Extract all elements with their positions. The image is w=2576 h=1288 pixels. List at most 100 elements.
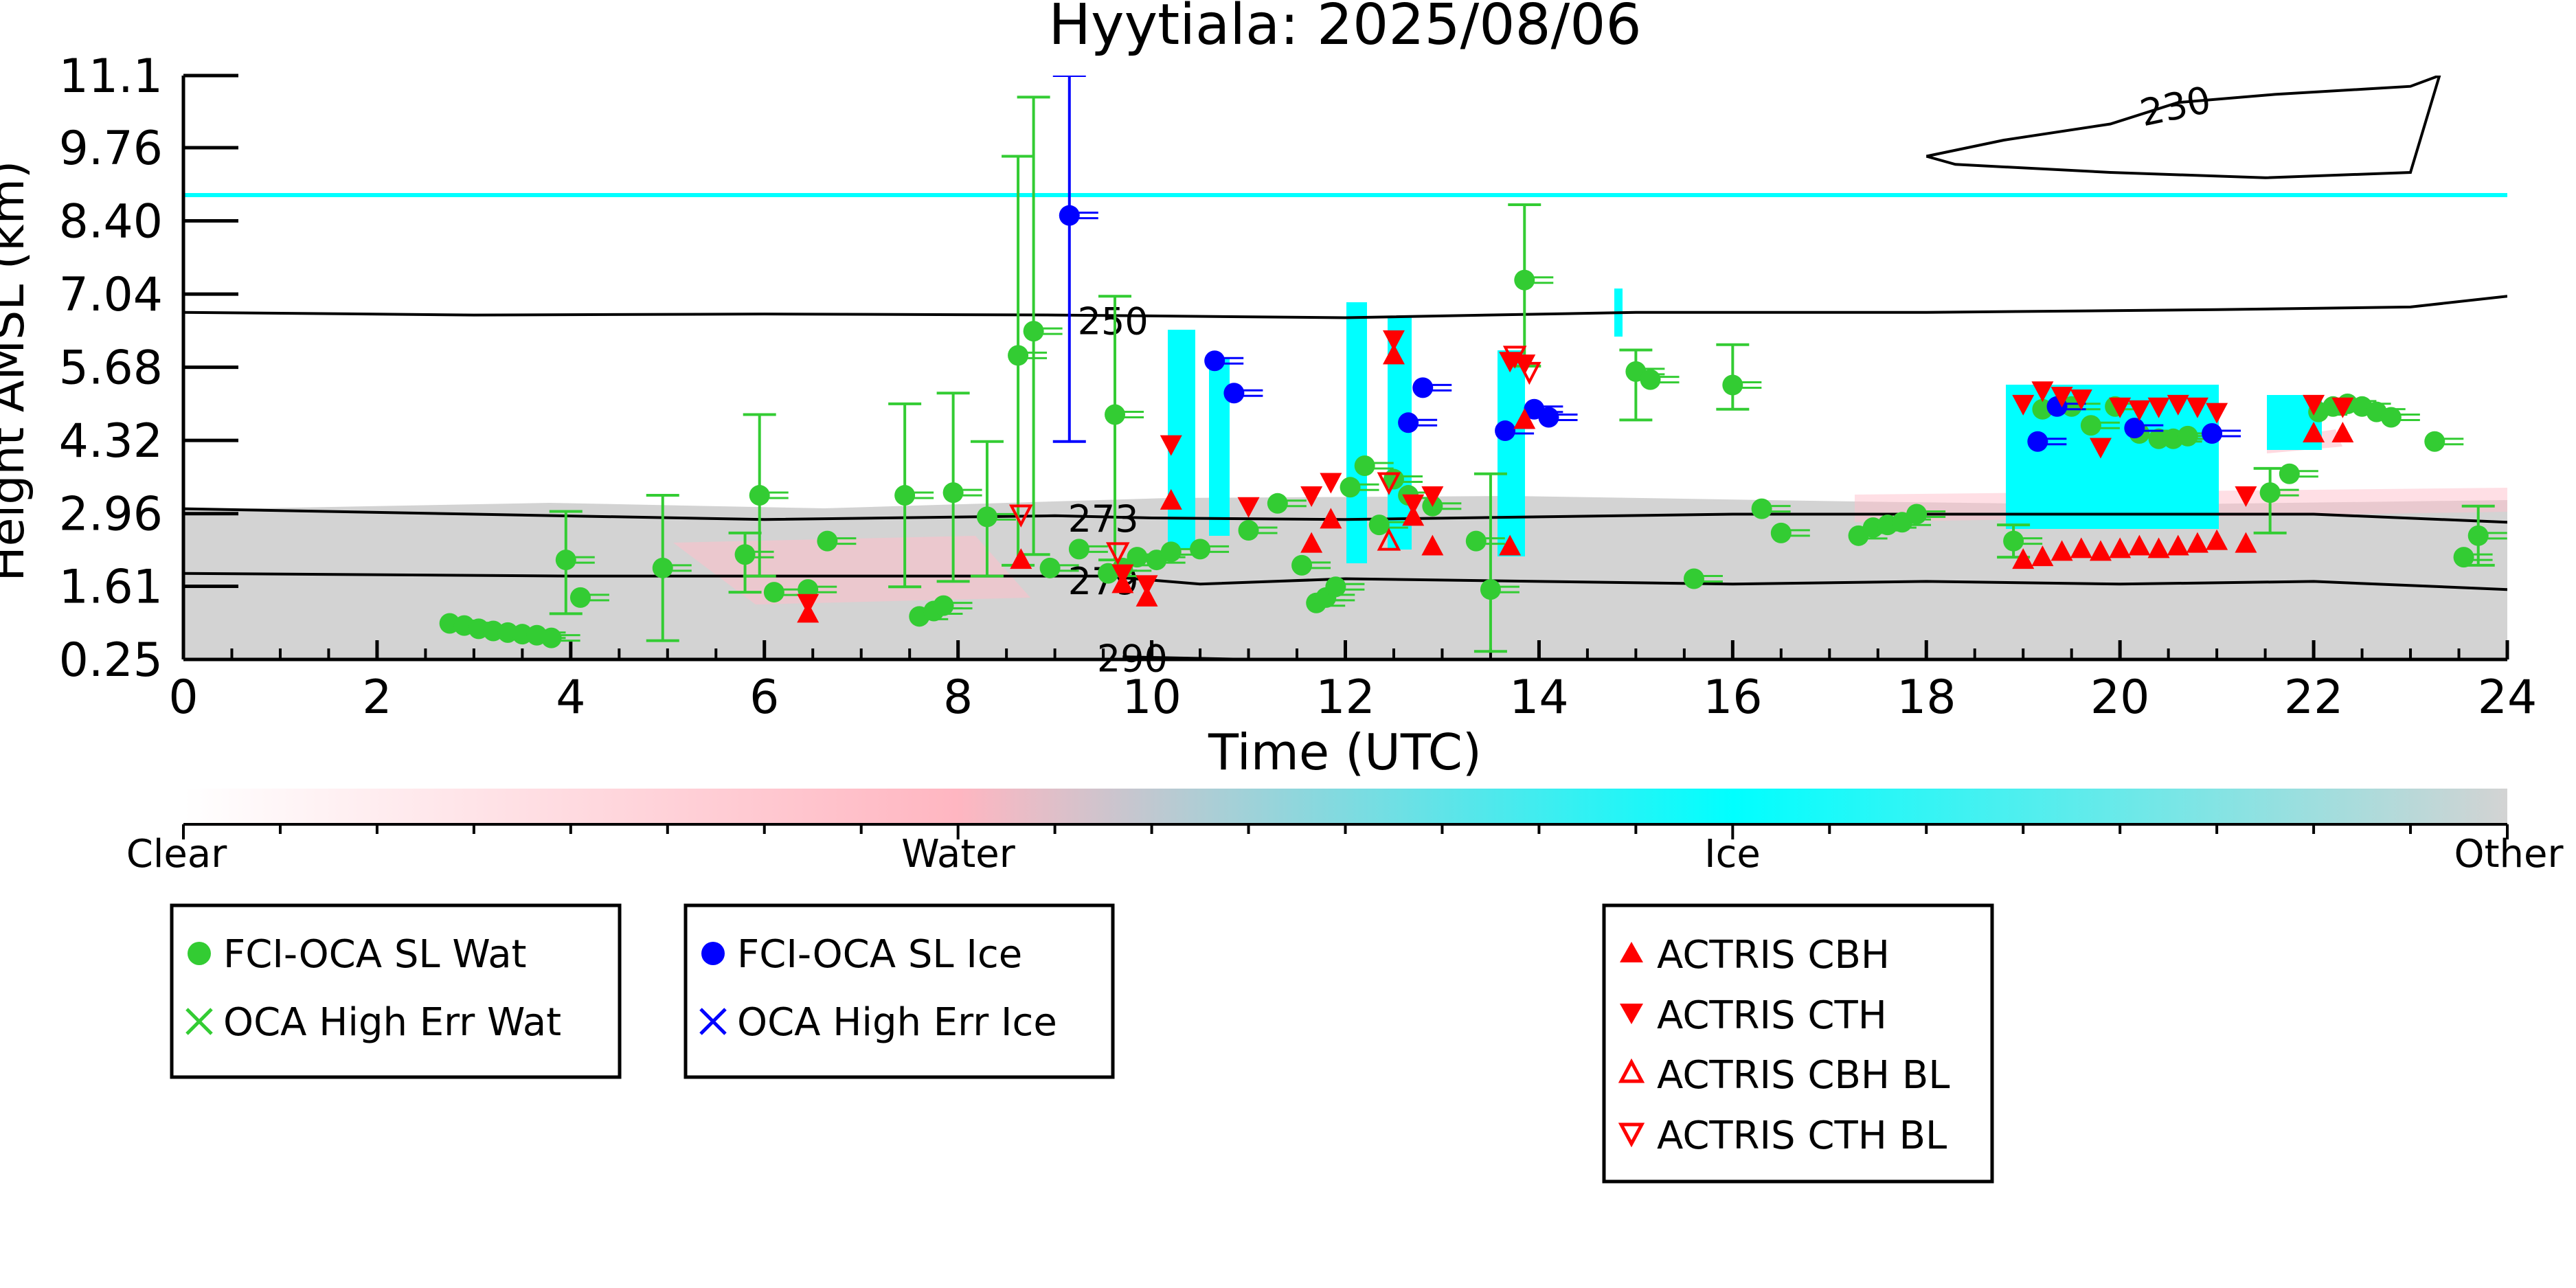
- x-tick-label: 24: [2478, 670, 2538, 725]
- x-tick-label: 4: [556, 670, 585, 725]
- colorbar: Clear Water Ice Other: [126, 789, 2564, 877]
- y-tick-label: 11.1: [59, 49, 163, 104]
- contour-label-250: 250: [1078, 300, 1149, 343]
- legend-label-fci-wat: FCI-OCA SL Wat: [223, 932, 527, 977]
- legend-water-box: [170, 903, 622, 1079]
- marker-actris-cth: [797, 594, 820, 615]
- marker-actris-cth: [2070, 389, 2092, 411]
- marker-fci-oca-sl-wat: [2003, 530, 2024, 552]
- legend-label-cbh-bl: ACTRIS CBH BL: [1657, 1053, 1950, 1098]
- legend-label-cth-bl: ACTRIS CTH BL: [1657, 1114, 1947, 1158]
- marker-fci-oca-sl-wat: [541, 627, 562, 648]
- colorbar-label-clear: Clear: [126, 832, 227, 877]
- marker-fci-oca-sl-wat: [1514, 269, 1535, 291]
- x-tick-label: 18: [1897, 670, 1956, 725]
- water-patch-1: [673, 536, 1030, 605]
- x-tick-label: 16: [1703, 670, 1763, 725]
- marker-fci-oca-sl-ice: [1412, 377, 1434, 398]
- marker-fci-oca-sl-wat: [749, 485, 770, 506]
- marker-actris-cth: [1382, 330, 1405, 351]
- y-tick-label: 7.04: [59, 268, 163, 322]
- marker-fci-oca-sl-ice: [1204, 350, 1225, 372]
- legend-marker-higherr-wat: [185, 1008, 213, 1035]
- marker-actris-cbh: [2050, 540, 2073, 561]
- marker-actris-cth: [1237, 497, 1260, 518]
- x-tick-label: 10: [1122, 670, 1182, 725]
- marker-fci-oca-sl-wat: [652, 557, 673, 578]
- marker-fci-oca-sl-ice: [1059, 205, 1080, 226]
- ice-block-2: [1209, 357, 1230, 536]
- marker-fci-oca-sl-ice: [2124, 418, 2145, 439]
- x-tick-label: 12: [1315, 670, 1375, 725]
- marker-actris-cbh: [2186, 532, 2208, 553]
- colorbar-label-ice: Ice: [1704, 832, 1761, 877]
- contour-label-230: 230: [2136, 78, 2215, 135]
- marker-fci-oca-sl-wat: [2380, 407, 2402, 428]
- marker-actris-cbh: [1513, 408, 1536, 429]
- marker-fci-oca-sl-wat: [1906, 504, 1928, 525]
- marker-actris-cbh: [2235, 532, 2257, 553]
- marker-actris-cth-bl: [1502, 346, 1527, 369]
- marker-fci-oca-sl-wat: [2148, 428, 2169, 449]
- marker-actris-cth: [1136, 575, 1158, 596]
- marker-actris-cth: [1160, 435, 1182, 456]
- marker-actris-cth: [2186, 397, 2208, 418]
- marker-actris-cth: [2331, 397, 2354, 418]
- x-tick-layer: 0 2 4 6 8 10 12 14 16 18 20 22 24: [168, 640, 2537, 725]
- marker-actris-cbh: [1402, 505, 1425, 526]
- marker-actris-cbh-bl: [1377, 528, 1401, 551]
- y-axis-label: Height AMSL (km): [0, 161, 35, 582]
- contour-label-layer: 230250273279290: [1068, 78, 2215, 680]
- marker-actris-cth: [2167, 394, 2189, 416]
- marker-actris-cbh: [2206, 529, 2228, 550]
- x-tick-label: 6: [749, 670, 779, 725]
- marker-fci-oca-sl-wat: [569, 587, 591, 608]
- marker-actris-cth: [2012, 394, 2035, 416]
- x-tick-label: 22: [2284, 670, 2344, 725]
- marker-fci-oca-sl-wat: [1291, 554, 1313, 576]
- marker-fci-oca-sl-wat: [1354, 455, 1375, 476]
- marker-actris-cbh: [2303, 421, 2325, 442]
- legend-ice: FCI-OCA SL Ice OCA High Err Ice: [683, 903, 1115, 1079]
- marker-fci-oca-sl-wat: [817, 530, 838, 552]
- colorbar-label-water: Water: [901, 832, 1016, 877]
- legend-actris-box: [1602, 903, 1994, 1184]
- marker-fci-oca-sl-wat: [1722, 374, 1743, 396]
- y-tick-label: 2.96: [59, 488, 163, 542]
- marker-actris-cth: [1320, 473, 1342, 494]
- chart-title: Hyytiala: 2025/08/06: [1048, 0, 1641, 58]
- marker-actris-cth: [1402, 494, 1425, 515]
- marker-actris-cbh: [2167, 534, 2189, 556]
- marker-fci-oca-sl-wat: [2453, 547, 2474, 568]
- marker-actris-cth-bl: [1517, 361, 1541, 385]
- marker-actris-cbh: [2109, 537, 2132, 558]
- ice-block-3: [1346, 302, 1367, 563]
- marker-fci-oca-sl-wat: [1068, 539, 1089, 560]
- legend-ice-box: [683, 903, 1115, 1079]
- marker-fci-oca-sl-wat: [1160, 541, 1182, 563]
- marker-actris-cth: [2089, 438, 2112, 459]
- marker-fci-oca-sl-wat: [1008, 345, 1029, 366]
- ice-block-5: [1498, 350, 1525, 556]
- marker-fci-oca-sl-wat: [2279, 463, 2300, 484]
- marker-actris-cth-bl: [1377, 472, 1401, 495]
- marker-fci-oca-sl-wat: [734, 544, 756, 565]
- marker-fci-oca-sl-ice: [2202, 422, 2223, 444]
- marker-fci-oca-sl-wat: [2080, 415, 2101, 436]
- marker-fci-oca-sl-wat: [1039, 557, 1061, 578]
- marker-fci-oca-sl-wat: [2177, 425, 2198, 447]
- marker-actris-cbh: [2089, 540, 2112, 561]
- marker-fci-oca-sl-wat: [942, 482, 964, 504]
- marker-fci-oca-sl-wat: [1127, 547, 1148, 568]
- contour-layer: [183, 76, 2507, 659]
- marker-fci-oca-sl-wat: [894, 485, 916, 506]
- contour-279: [183, 572, 2507, 591]
- legend-label-higherr-wat: OCA High Err Wat: [223, 1000, 561, 1045]
- y-tick-label: 4.32: [59, 414, 163, 468]
- ice-line-high: [183, 193, 2507, 197]
- x-tick-label: 14: [1509, 670, 1569, 725]
- colorbar-label-other: Other: [2454, 832, 2564, 877]
- marker-actris-cbh: [1160, 488, 1182, 510]
- legend-label-fci-ice: FCI-OCA SL Ice: [737, 932, 1022, 977]
